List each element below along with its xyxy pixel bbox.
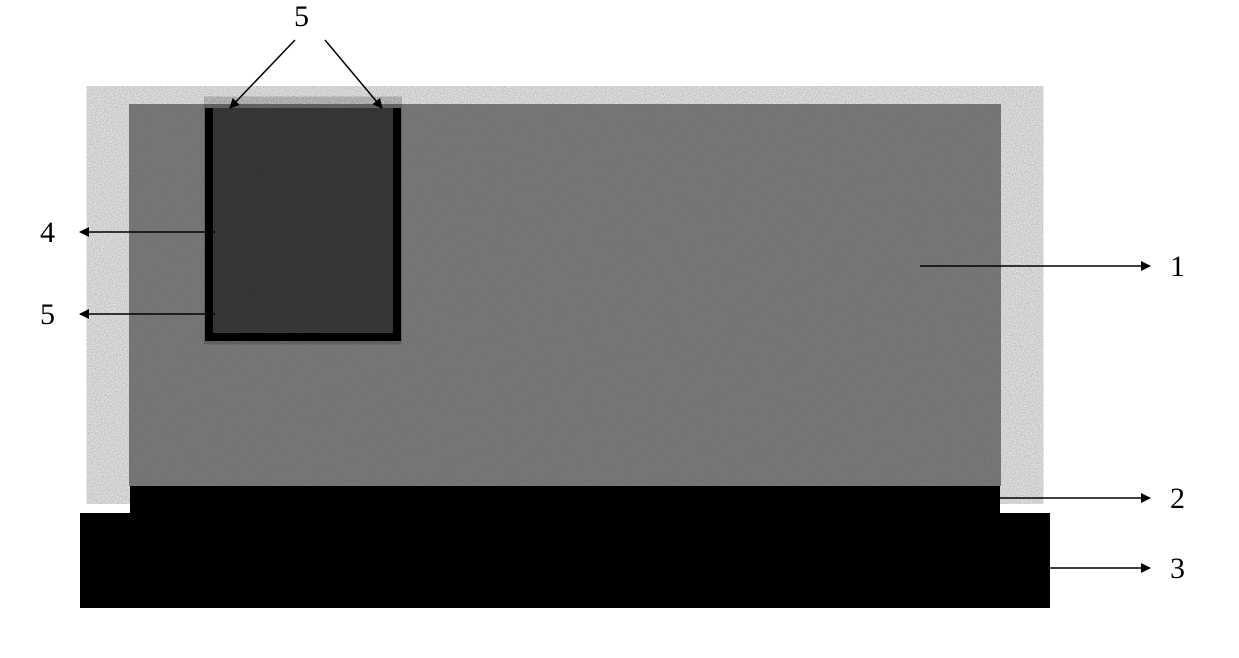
diagram-svg bbox=[0, 0, 1239, 658]
label-5-left: 5 bbox=[40, 298, 55, 332]
layer-2-bar bbox=[130, 485, 1000, 513]
label-4-left: 4 bbox=[40, 216, 55, 250]
label-3-right: 3 bbox=[1170, 552, 1185, 586]
label-1-right: 1 bbox=[1170, 250, 1185, 284]
label-5-top: 5 bbox=[294, 0, 309, 34]
figure-stage: 5 4 5 1 2 3 bbox=[0, 0, 1239, 658]
region-4-inset bbox=[213, 108, 393, 333]
arrow-5-top-0 bbox=[230, 40, 295, 108]
label-2-right: 2 bbox=[1170, 482, 1185, 516]
arrow-5-top-1 bbox=[325, 40, 382, 108]
layer-3-slab bbox=[80, 513, 1050, 608]
